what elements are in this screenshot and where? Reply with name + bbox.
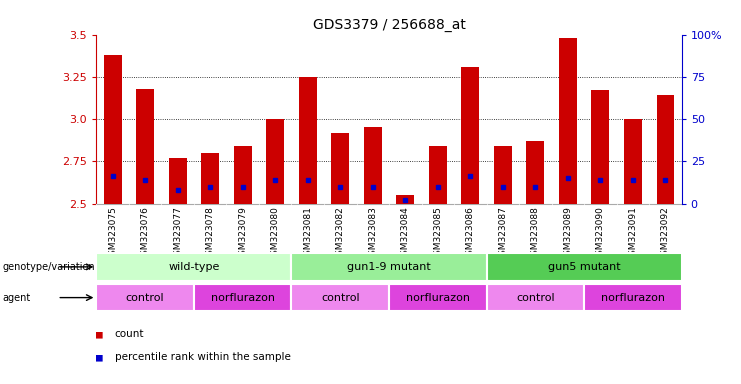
FancyBboxPatch shape: [96, 253, 291, 281]
Text: GSM323086: GSM323086: [466, 206, 475, 261]
FancyBboxPatch shape: [487, 284, 584, 311]
Text: ■: ■: [96, 352, 103, 362]
Bar: [462, 67, 479, 204]
FancyBboxPatch shape: [487, 253, 682, 281]
Bar: [429, 146, 447, 204]
Text: GSM323080: GSM323080: [270, 206, 279, 261]
Text: norflurazon: norflurazon: [601, 293, 665, 303]
Text: control: control: [126, 293, 165, 303]
Text: control: control: [516, 293, 555, 303]
Text: GSM323085: GSM323085: [433, 206, 442, 261]
Text: GSM323078: GSM323078: [206, 206, 215, 261]
Bar: [559, 38, 576, 204]
Bar: [331, 132, 349, 204]
Bar: [494, 146, 512, 204]
Text: wild-type: wild-type: [168, 262, 219, 272]
Text: genotype/variation: genotype/variation: [2, 262, 95, 272]
FancyBboxPatch shape: [584, 284, 682, 311]
FancyBboxPatch shape: [194, 284, 291, 311]
Text: GSM323077: GSM323077: [173, 206, 182, 261]
Text: GSM323079: GSM323079: [238, 206, 247, 261]
Bar: [364, 127, 382, 204]
Text: GSM323092: GSM323092: [661, 206, 670, 261]
Text: GSM323083: GSM323083: [368, 206, 377, 261]
Bar: [657, 95, 674, 204]
Bar: [526, 141, 545, 204]
Text: GSM323075: GSM323075: [108, 206, 117, 261]
FancyBboxPatch shape: [96, 284, 194, 311]
Bar: [591, 90, 609, 204]
Bar: [299, 77, 316, 204]
Text: GSM323091: GSM323091: [628, 206, 637, 261]
Bar: [266, 119, 284, 204]
Text: GSM323081: GSM323081: [303, 206, 312, 261]
Bar: [233, 146, 252, 204]
Title: GDS3379 / 256688_at: GDS3379 / 256688_at: [313, 18, 465, 32]
Text: GSM323082: GSM323082: [336, 206, 345, 261]
Text: percentile rank within the sample: percentile rank within the sample: [115, 352, 290, 362]
Text: count: count: [115, 329, 144, 339]
Text: GSM323076: GSM323076: [141, 206, 150, 261]
Text: ■: ■: [96, 329, 103, 339]
Text: GSM323089: GSM323089: [563, 206, 572, 261]
FancyBboxPatch shape: [389, 284, 487, 311]
Bar: [624, 119, 642, 204]
Bar: [169, 158, 187, 204]
FancyBboxPatch shape: [291, 284, 389, 311]
Text: gun5 mutant: gun5 mutant: [548, 262, 620, 272]
Bar: [202, 153, 219, 204]
Text: gun1-9 mutant: gun1-9 mutant: [347, 262, 431, 272]
Text: norflurazon: norflurazon: [210, 293, 275, 303]
Bar: [104, 55, 122, 204]
Bar: [396, 195, 414, 204]
Text: GSM323087: GSM323087: [499, 206, 508, 261]
Bar: [136, 89, 154, 204]
FancyBboxPatch shape: [291, 253, 487, 281]
Text: GSM323090: GSM323090: [596, 206, 605, 261]
Text: control: control: [321, 293, 359, 303]
Text: GSM323084: GSM323084: [401, 206, 410, 261]
Text: GSM323088: GSM323088: [531, 206, 540, 261]
Text: agent: agent: [2, 293, 30, 303]
Text: norflurazon: norflurazon: [406, 293, 470, 303]
